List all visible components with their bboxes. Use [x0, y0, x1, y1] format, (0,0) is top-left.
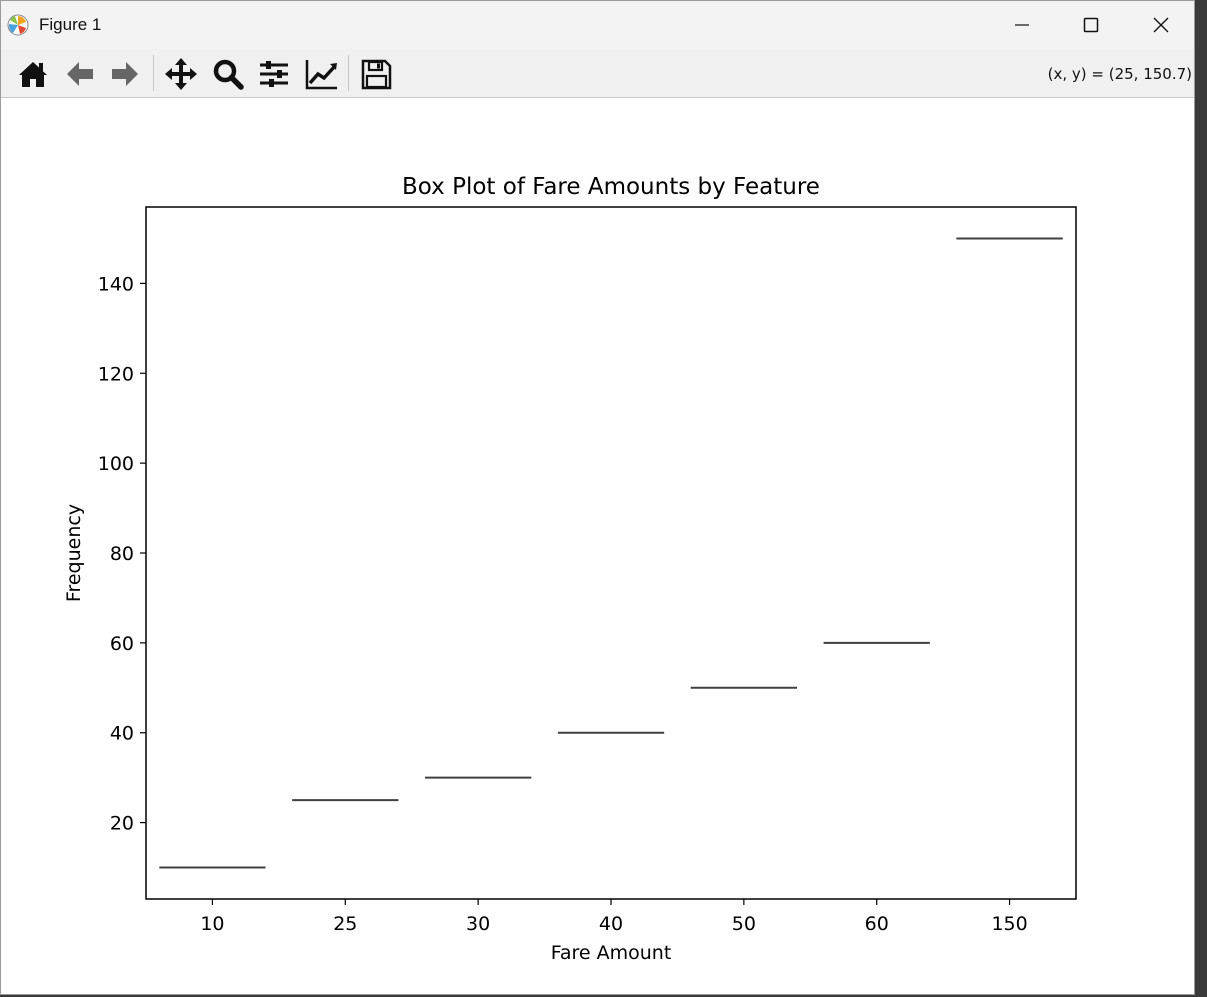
chart-title: Box Plot of Fare Amounts by Feature [402, 174, 820, 200]
navigation-toolbar: (x, y) = (25, 150.7) [1, 49, 1194, 98]
x-tick-label: 25 [333, 913, 357, 935]
close-icon [1153, 17, 1169, 33]
floppy-disk-icon [361, 59, 392, 90]
x-tick-label: 150 [991, 913, 1027, 935]
zoom-button[interactable] [209, 55, 247, 93]
x-tick-label: 50 [732, 913, 756, 935]
y-tick-label: 80 [110, 543, 134, 565]
y-tick-label: 60 [110, 633, 134, 655]
move-icon [165, 58, 197, 90]
sliders-icon [260, 61, 288, 87]
back-button[interactable] [61, 55, 99, 93]
edit-axis-button[interactable] [302, 55, 340, 93]
forward-button[interactable] [106, 55, 144, 93]
configure-subplots-button[interactable] [255, 55, 293, 93]
home-icon [19, 62, 47, 87]
line-chart-icon [305, 60, 337, 90]
magnifier-icon [213, 59, 244, 90]
pan-button[interactable] [162, 55, 200, 93]
plot-frame [145, 206, 1077, 900]
x-axis-label: Fare Amount [551, 942, 672, 964]
arrow-right-icon [112, 62, 138, 86]
y-tick-label: 20 [110, 813, 134, 835]
y-tick-label: 140 [98, 273, 134, 295]
y-tick-label: 120 [98, 363, 134, 385]
figure-canvas[interactable]: Box Plot of Fare Amounts by Feature 20 40 6… [1, 98, 1194, 994]
arrow-left-icon [67, 62, 93, 86]
box-plot-chart: Box Plot of Fare Amounts by Feature 20 40 6… [63, 174, 1077, 964]
save-button[interactable] [357, 55, 395, 93]
toolbar-separator [153, 55, 154, 91]
matplotlib-logo-icon [7, 14, 29, 36]
minimize-button[interactable] [987, 1, 1057, 49]
maximize-icon [1083, 17, 1099, 33]
x-tick-label: 10 [200, 913, 224, 935]
x-tick-label: 30 [466, 913, 490, 935]
home-button[interactable] [14, 55, 52, 93]
x-tick-label: 60 [865, 913, 889, 935]
window-title: Figure 1 [39, 15, 102, 34]
toolbar-separator [348, 55, 349, 91]
close-button[interactable] [1126, 1, 1194, 49]
y-tick-label: 100 [98, 453, 134, 475]
y-tick-label: 40 [110, 723, 134, 745]
y-axis-label: Frequency [63, 504, 85, 602]
cursor-coordinates: (x, y) = (25, 150.7) [1047, 65, 1192, 83]
minimize-icon [1015, 24, 1029, 26]
title-bar[interactable]: Figure 1 [1, 1, 1194, 49]
maximize-button[interactable] [1056, 1, 1126, 49]
x-tick-label: 40 [599, 913, 623, 935]
